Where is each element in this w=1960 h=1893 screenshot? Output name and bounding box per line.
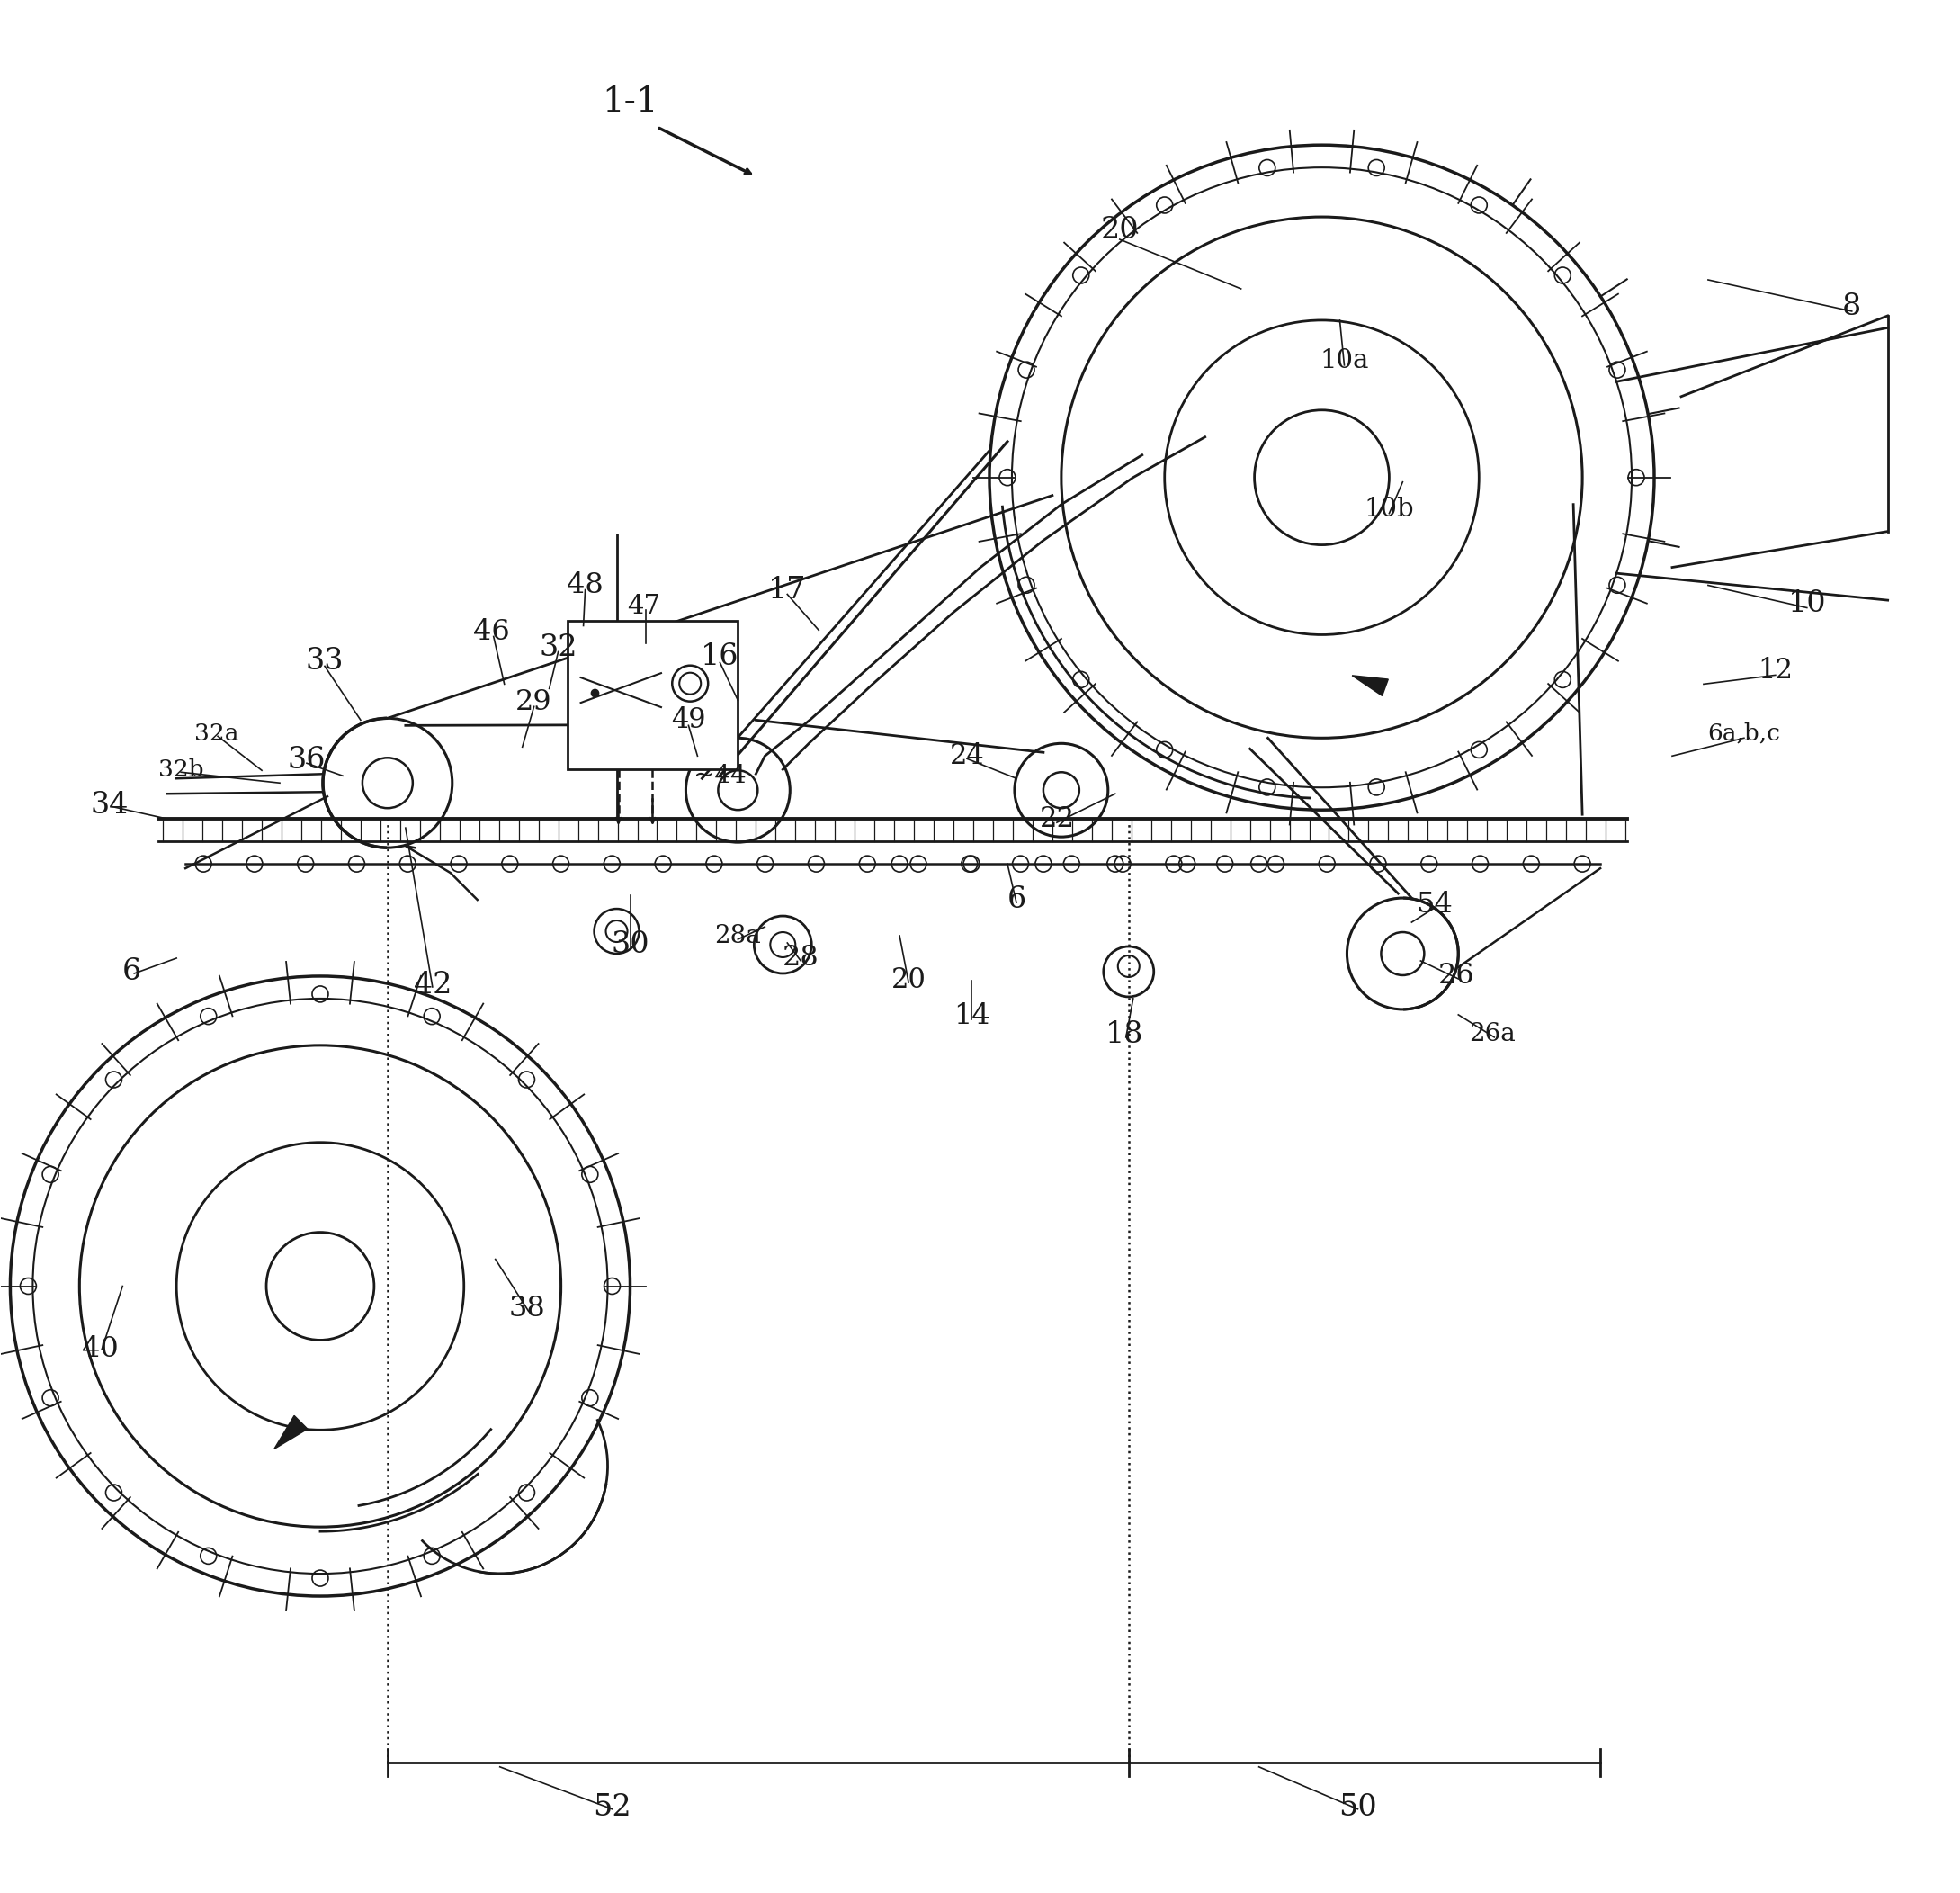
Text: 26a: 26a — [1470, 1022, 1515, 1047]
Text: 40: 40 — [82, 1335, 118, 1363]
Text: 10b: 10b — [1364, 496, 1415, 521]
Polygon shape — [274, 1416, 308, 1448]
Text: ~44: ~44 — [694, 763, 747, 787]
Text: 48: 48 — [566, 572, 604, 600]
Text: 14: 14 — [953, 1003, 990, 1030]
Text: 6a,b,c: 6a,b,c — [1707, 723, 1780, 744]
Text: 29: 29 — [515, 689, 551, 716]
Text: 42: 42 — [414, 971, 451, 1000]
Text: 10: 10 — [1788, 589, 1827, 617]
Text: 54: 54 — [1415, 890, 1452, 918]
Text: 16: 16 — [702, 644, 739, 672]
Text: 1-1: 1-1 — [602, 85, 659, 119]
Text: 34: 34 — [90, 791, 127, 820]
Text: 46: 46 — [474, 619, 510, 646]
Text: 47: 47 — [627, 593, 661, 619]
Text: 8: 8 — [1842, 292, 1862, 322]
Text: 20: 20 — [1100, 216, 1139, 244]
Text: 32a: 32a — [194, 723, 239, 744]
Bar — [566, 621, 737, 769]
Text: 32b: 32b — [159, 759, 204, 780]
Text: 28a: 28a — [715, 924, 760, 948]
Text: 24: 24 — [949, 742, 984, 770]
Text: 6: 6 — [1007, 886, 1025, 914]
Text: 26: 26 — [1439, 962, 1474, 990]
Text: 49: 49 — [670, 706, 706, 734]
Text: 36: 36 — [288, 746, 325, 774]
Text: 6: 6 — [122, 958, 141, 986]
Text: 10a: 10a — [1319, 348, 1368, 373]
Text: 38: 38 — [508, 1295, 545, 1323]
Text: 32: 32 — [539, 634, 578, 663]
Polygon shape — [1352, 676, 1388, 697]
Text: 50: 50 — [1339, 1793, 1378, 1821]
Text: 33: 33 — [306, 647, 343, 676]
Text: 18: 18 — [1105, 1020, 1143, 1049]
Text: 20: 20 — [892, 967, 925, 994]
Text: 28: 28 — [782, 945, 819, 973]
Text: 17: 17 — [768, 575, 806, 604]
Text: 52: 52 — [594, 1793, 631, 1821]
Text: 30: 30 — [612, 929, 649, 960]
Text: 22: 22 — [1039, 805, 1074, 833]
Text: 12: 12 — [1758, 657, 1793, 685]
